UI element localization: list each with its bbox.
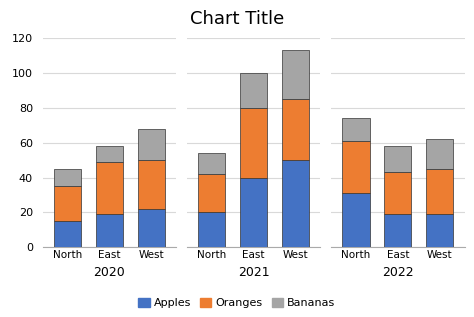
Bar: [426, 169, 453, 214]
Bar: [343, 193, 370, 247]
Bar: [282, 99, 309, 160]
Bar: [282, 50, 309, 99]
Bar: [54, 186, 81, 221]
Bar: [96, 146, 123, 162]
Bar: [384, 214, 411, 247]
Bar: [198, 153, 226, 174]
Bar: [96, 214, 123, 247]
Legend: Apples, Oranges, Bananas: Apples, Oranges, Bananas: [135, 294, 339, 311]
Bar: [137, 160, 164, 209]
X-axis label: 2020: 2020: [93, 266, 125, 279]
Bar: [54, 221, 81, 247]
Bar: [137, 129, 164, 160]
Bar: [426, 214, 453, 247]
Bar: [384, 172, 411, 214]
Bar: [240, 178, 267, 247]
Bar: [426, 139, 453, 169]
Bar: [343, 118, 370, 141]
Bar: [384, 146, 411, 172]
Bar: [282, 160, 309, 247]
Bar: [198, 212, 226, 247]
X-axis label: 2021: 2021: [238, 266, 269, 279]
Bar: [240, 73, 267, 108]
Bar: [240, 108, 267, 178]
Bar: [198, 174, 226, 212]
Bar: [343, 141, 370, 193]
Bar: [54, 169, 81, 186]
Bar: [137, 209, 164, 247]
Text: Chart Title: Chart Title: [190, 10, 284, 28]
Bar: [96, 162, 123, 214]
X-axis label: 2022: 2022: [382, 266, 414, 279]
